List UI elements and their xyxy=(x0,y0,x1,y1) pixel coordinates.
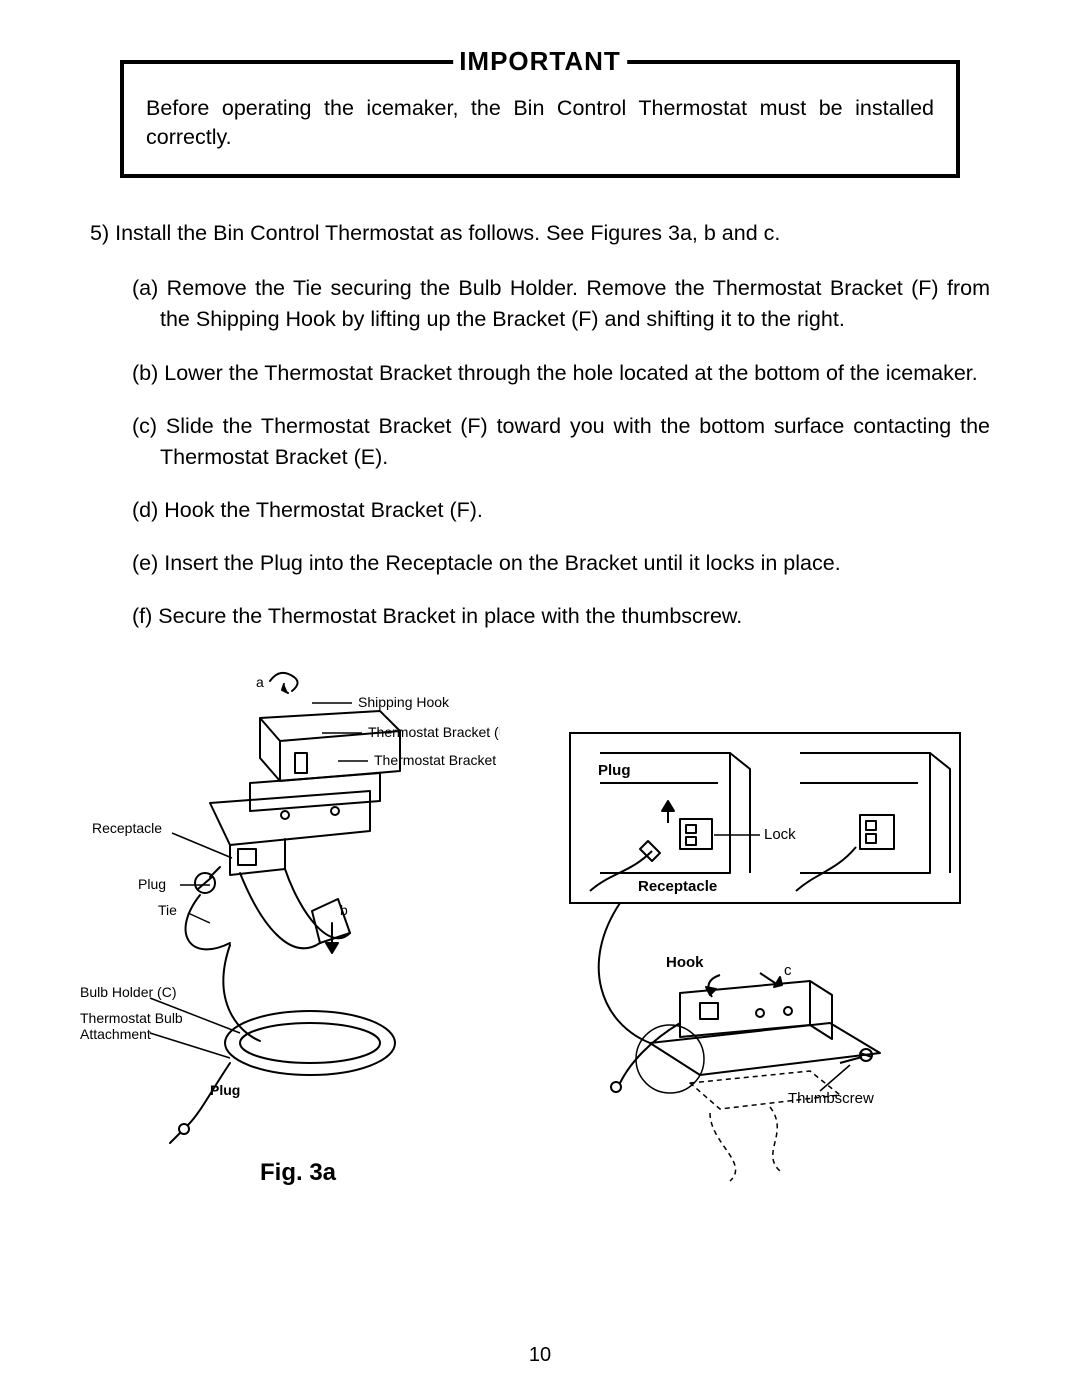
step-number: 5) xyxy=(90,221,109,245)
label-tie: Tie xyxy=(158,902,177,918)
figure-caption: Fig. 3a xyxy=(260,1159,336,1187)
figure-3a-right-svg: Plug Lock Receptacle xyxy=(560,723,980,1183)
substep-d: (d) Hook the Thermostat Bracket (F). xyxy=(132,495,990,526)
label-a: a xyxy=(256,674,264,690)
label-hook: Hook xyxy=(666,954,704,971)
substep-c: (c) Slide the Thermostat Bracket (F) tow… xyxy=(132,411,990,473)
label-bulb-attach-2: Attachment xyxy=(80,1026,151,1042)
label-plug-upper: Plug xyxy=(138,876,166,892)
label-thumbscrew: Thumbscrew xyxy=(788,1090,874,1107)
substep-e: (e) Insert the Plug into the Receptacle … xyxy=(132,548,990,579)
label-receptacle: Receptacle xyxy=(92,820,162,836)
label-plug: Plug xyxy=(598,762,631,779)
important-title: IMPORTANT xyxy=(453,46,627,77)
step-5: 5) Install the Bin Control Thermostat as… xyxy=(90,218,990,249)
figure-3a-left: a Shipping Hook Thermostat Bracket (F) T… xyxy=(80,663,500,1158)
label-receptacle-r: Receptacle xyxy=(638,878,717,895)
substep-b: (b) Lower the Thermostat Bracket through… xyxy=(132,358,990,389)
substep-f: (f) Secure the Thermostat Bracket in pla… xyxy=(132,601,990,632)
substep-a: (a) Remove the Tie securing the Bulb Hol… xyxy=(132,273,990,335)
figure-3a-right: Plug Lock Receptacle xyxy=(560,723,980,1188)
page: IMPORTANT Before operating the icemaker,… xyxy=(0,0,1080,1397)
label-bulb-attach-1: Thermostat Bulb xyxy=(80,1010,183,1026)
important-callout: IMPORTANT Before operating the icemaker,… xyxy=(120,60,960,178)
label-b: b xyxy=(340,902,348,918)
figure-3a-left-svg: a Shipping Hook Thermostat Bracket (F) T… xyxy=(80,663,500,1153)
label-plug-lower: Plug xyxy=(210,1082,240,1098)
step-text: Install the Bin Control Thermostat as fo… xyxy=(115,221,780,245)
label-bulb-holder: Bulb Holder (C) xyxy=(80,984,176,1000)
label-bracket-e: Thermostat Bracket (E) xyxy=(374,752,500,768)
figures-region: a Shipping Hook Thermostat Bracket (F) T… xyxy=(90,663,990,1183)
important-body: Before operating the icemaker, the Bin C… xyxy=(146,94,934,152)
label-bracket-f: Thermostat Bracket (F) xyxy=(368,724,500,740)
substep-list: (a) Remove the Tie securing the Bulb Hol… xyxy=(132,273,990,632)
label-lock: Lock xyxy=(764,826,796,843)
label-shipping-hook: Shipping Hook xyxy=(358,694,450,710)
label-c: c xyxy=(784,962,792,979)
page-number: 10 xyxy=(0,1344,1080,1367)
